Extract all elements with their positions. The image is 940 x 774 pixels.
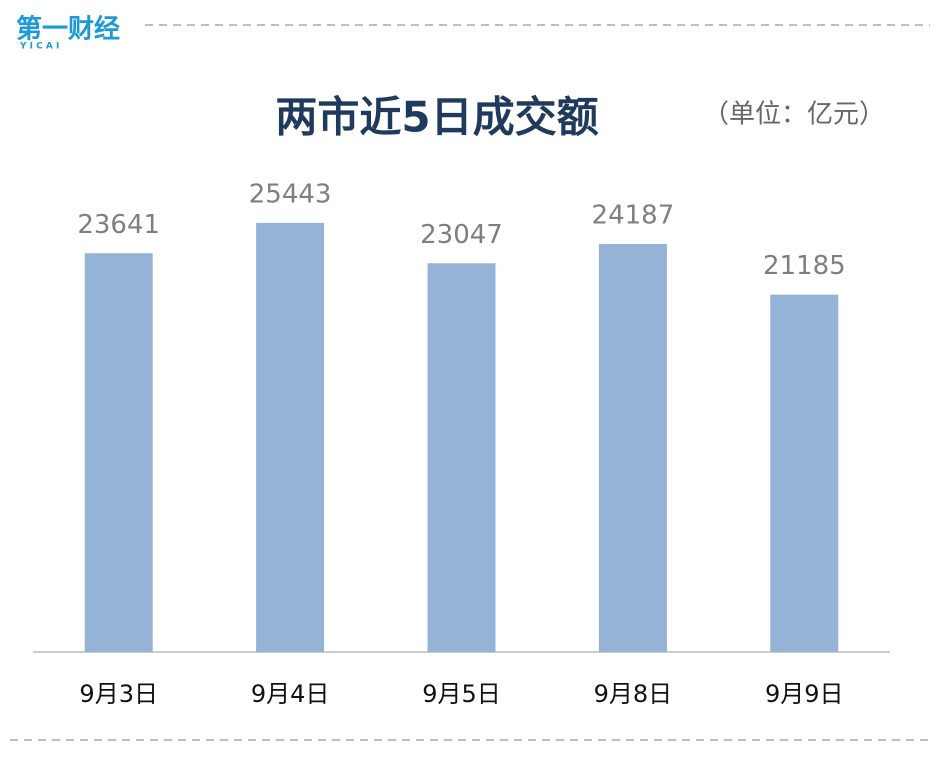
logo-name: 第一财经 (16, 14, 120, 45)
x-tick-label: 9月8日 (594, 680, 673, 708)
bar (598, 244, 667, 652)
bar (84, 253, 153, 652)
value-label: 25443 (249, 179, 332, 209)
x-tick-label: 9月5日 (422, 680, 501, 708)
bar (770, 294, 839, 652)
bar (256, 222, 325, 653)
value-label: 23047 (420, 220, 503, 250)
x-tick-label: 9月9日 (765, 680, 844, 708)
logo-sub: Y I C A I (19, 42, 59, 52)
chart-title: 两市近5日成交额 (275, 93, 598, 142)
unit-label: （单位：亿元） (703, 100, 885, 130)
value-label: 21185 (763, 251, 846, 281)
x-tick-label: 9月4日 (251, 680, 330, 708)
value-label: 23641 (77, 210, 160, 240)
value-label: 24187 (592, 201, 675, 231)
bar (427, 263, 496, 652)
x-tick-label: 9月3日 (79, 680, 158, 708)
